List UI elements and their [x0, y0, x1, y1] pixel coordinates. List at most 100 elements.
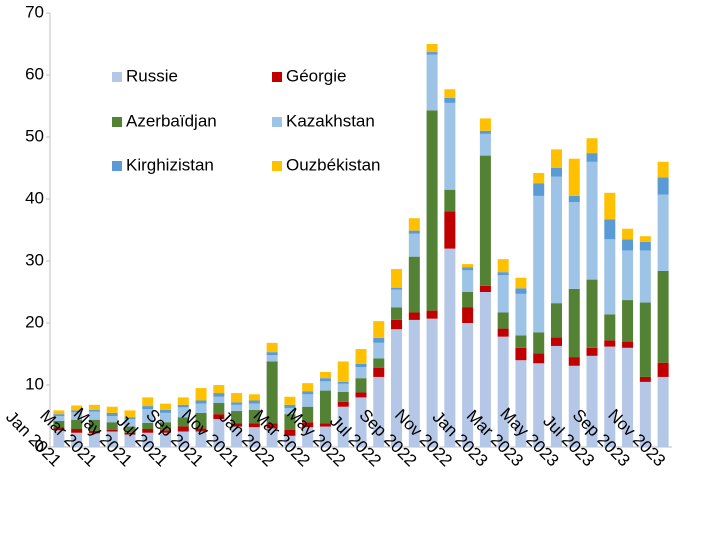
bar-segment	[373, 337, 385, 343]
bar-segment	[586, 355, 598, 447]
bar-segment	[533, 195, 545, 333]
bar-segment	[266, 423, 278, 429]
bar-segment	[622, 300, 634, 342]
legend-swatch	[272, 117, 282, 127]
bar-segment	[604, 340, 616, 347]
bar-segment	[586, 138, 598, 154]
bar-segment	[373, 342, 385, 359]
bar-segment	[426, 52, 438, 55]
bar-segment	[479, 155, 491, 286]
bar-segment	[142, 397, 154, 407]
bar-segment	[53, 410, 65, 415]
legend-swatch	[112, 117, 122, 127]
bar-segment	[586, 279, 598, 348]
bar-segment	[657, 376, 669, 447]
bar-segment	[391, 269, 403, 288]
bar-segment	[319, 426, 331, 447]
bar-segment	[142, 406, 154, 410]
legend-label: Azerbaïdjan	[126, 111, 217, 130]
bar-segment	[408, 230, 420, 234]
bar-segment	[284, 404, 296, 408]
bar-segment	[302, 406, 314, 423]
bar-segment	[355, 397, 367, 447]
bar-segment	[284, 396, 296, 405]
bar-segment	[515, 288, 527, 294]
bar-segment	[106, 412, 118, 416]
bar-segment	[462, 307, 474, 323]
bar-segment	[177, 407, 189, 418]
bar-segment	[515, 335, 527, 348]
bar-segment	[515, 360, 527, 447]
bar-segment	[639, 236, 651, 242]
bar-segment	[248, 394, 260, 401]
bar-segment	[266, 361, 278, 424]
bar-segment	[426, 54, 438, 111]
bar-segment	[639, 376, 651, 382]
bar-segment	[88, 430, 100, 434]
bar-segment	[355, 378, 367, 393]
bar-segment	[284, 414, 296, 430]
bar-segment	[355, 363, 367, 368]
bar-segment	[604, 239, 616, 315]
bar-segment	[586, 161, 598, 280]
bar-segment	[426, 44, 438, 53]
bar-segment	[337, 383, 349, 392]
bar-segment	[426, 310, 438, 319]
bar-segment	[124, 434, 136, 447]
bar-segment	[657, 161, 669, 178]
legend-swatch	[112, 72, 122, 82]
bar-segment	[337, 381, 349, 384]
bar-segment	[302, 422, 314, 428]
bar-segment	[302, 394, 314, 407]
bar-segment	[124, 417, 136, 420]
y-tick-label: 70	[25, 2, 44, 21]
bar-segment	[444, 248, 456, 447]
bar-segment	[568, 357, 580, 366]
bar-segment	[71, 410, 83, 413]
bar-segment	[497, 259, 509, 273]
bar-segment	[639, 241, 651, 251]
bar-segment	[248, 423, 260, 428]
bar-segment	[479, 285, 491, 292]
bar-segment	[231, 402, 243, 405]
bar-segment	[177, 417, 189, 427]
bar-segment	[497, 275, 509, 313]
bar-segment	[71, 412, 83, 420]
bar-segment	[462, 264, 474, 268]
bar-segment	[248, 409, 260, 424]
bar-segment	[53, 416, 65, 421]
y-tick-label: 20	[25, 312, 44, 331]
bar-segment	[53, 414, 65, 416]
bar-segment	[533, 353, 545, 364]
y-tick-label: 40	[25, 188, 44, 207]
bar-segment	[231, 393, 243, 403]
bar-segment	[550, 337, 562, 346]
bar-segment	[124, 419, 136, 427]
legend-swatch	[272, 161, 282, 171]
bar-segment	[213, 385, 225, 394]
bar-segment	[266, 352, 278, 356]
bar-segment	[373, 358, 385, 368]
bar-segment	[391, 329, 403, 447]
bar-segment	[568, 288, 580, 358]
bar-segment	[550, 303, 562, 338]
bar-segment	[426, 318, 438, 447]
bar-segment	[622, 341, 634, 348]
bar-segment	[71, 429, 83, 433]
bar-segment	[142, 422, 154, 430]
bar-segment	[177, 431, 189, 447]
bar-segment	[622, 228, 634, 240]
bar-segment	[408, 312, 420, 320]
bar-segment	[106, 416, 118, 423]
bar-segment	[177, 404, 189, 408]
bar-segment	[160, 403, 172, 410]
bar-segment	[213, 402, 225, 415]
bar-segment	[266, 428, 278, 447]
bar-segment	[391, 287, 403, 290]
bar-segment	[106, 406, 118, 413]
bar-segment	[53, 430, 65, 447]
bar-segment	[550, 345, 562, 447]
bar-segment	[568, 202, 580, 289]
bar-segment	[604, 219, 616, 240]
bar-segment	[195, 388, 207, 401]
